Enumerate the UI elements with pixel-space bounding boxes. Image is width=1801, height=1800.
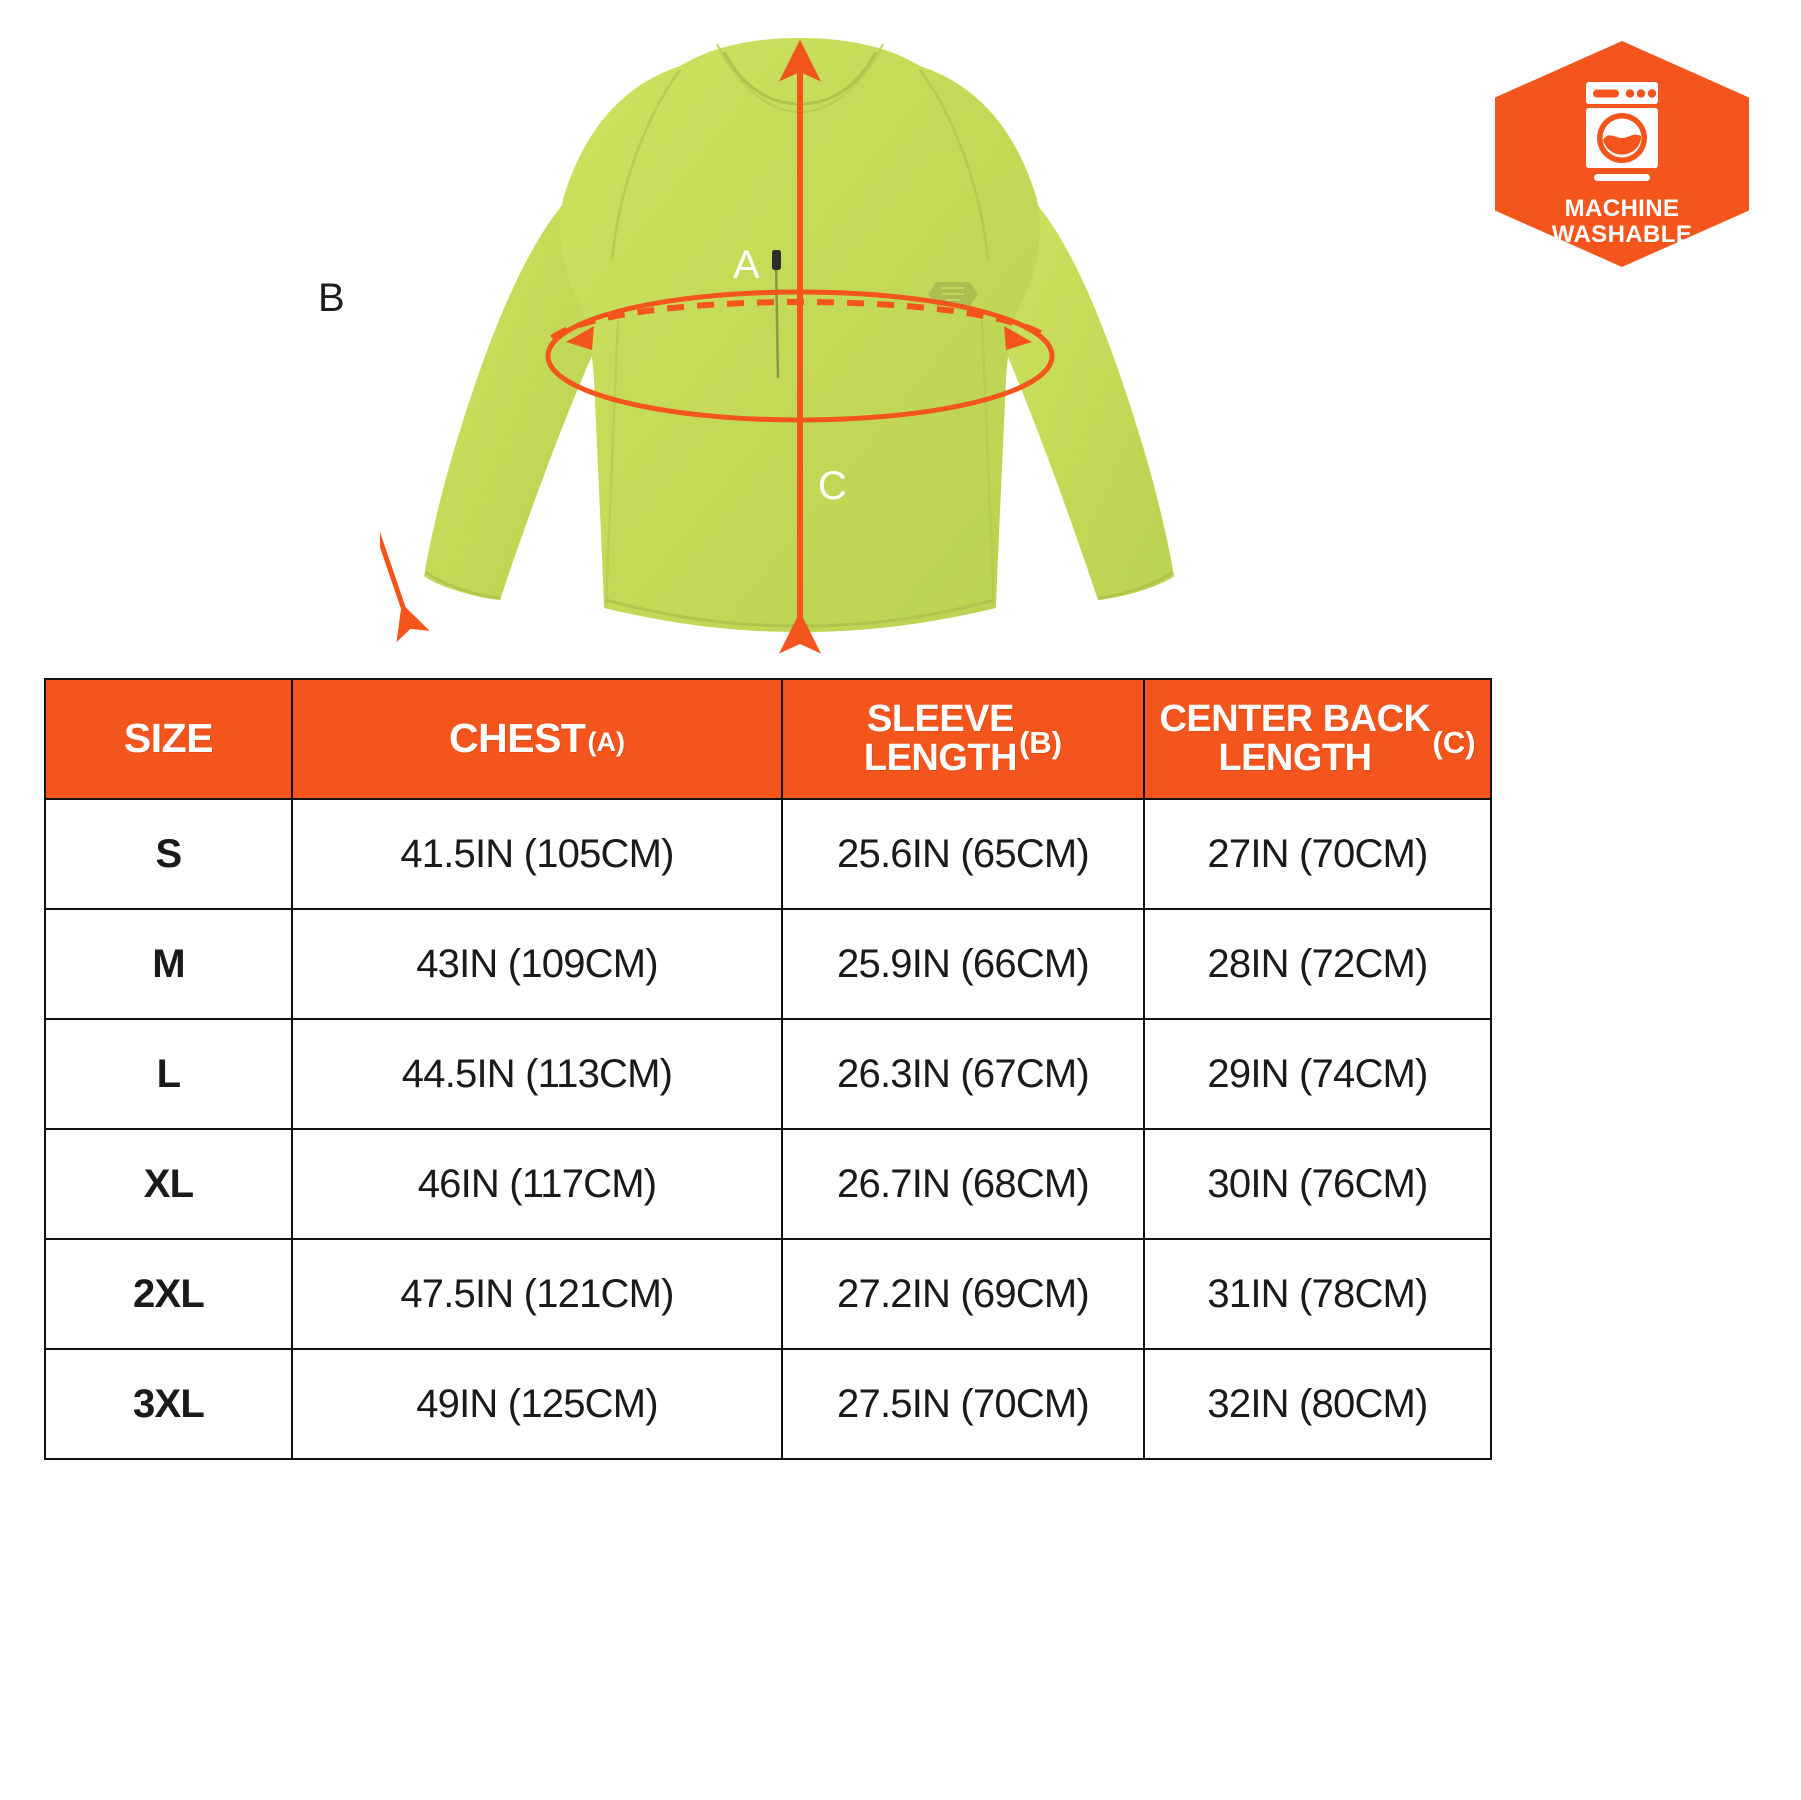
col-header-cbl-letter: (C) [1432, 725, 1476, 761]
badge-label: MACHINE WASHABLE [1482, 196, 1762, 247]
cell-chest: 44.5IN (113CM) [291, 1018, 783, 1130]
table-row: 3XL 49IN (125CM) 27.5IN (70CM) 32IN (80CM) [44, 1348, 1492, 1460]
table-row: M 43IN (109CM) 25.9IN (66CM) 28IN (72CM) [44, 908, 1492, 1020]
chest-zip-pocket [772, 250, 781, 379]
cell-sleeve: 25.9IN (66CM) [781, 908, 1145, 1020]
cell-cbl: 27IN (70CM) [1143, 798, 1492, 910]
col-header-chest-letter: (A) [587, 727, 625, 758]
cell-sleeve: 25.6IN (65CM) [781, 798, 1145, 910]
machine-washable-badge: MACHINE WASHABLE [1482, 28, 1762, 280]
cell-cbl: 28IN (72CM) [1143, 908, 1492, 1020]
col-header-sleeve-line1: SLEEVE [866, 698, 1014, 741]
table-row: L 44.5IN (113CM) 26.3IN (67CM) 29IN (74CM) [44, 1018, 1492, 1130]
cell-sleeve: 26.7IN (68CM) [781, 1128, 1145, 1240]
table-body: S 41.5IN (105CM) 25.6IN (65CM) 27IN (70CM) M… [44, 798, 1492, 1460]
col-header-sleeve-line2: LENGTH [863, 737, 1018, 779]
col-header-chest-text: CHEST [449, 715, 586, 762]
cell-chest: 43IN (109CM) [291, 908, 783, 1020]
cell-size: 2XL [44, 1238, 293, 1350]
measurement-diagram: B A C MACHINE WASHABLE [0, 0, 1801, 760]
col-header-sleeve-letter: (B) [1019, 725, 1063, 761]
cell-cbl: 32IN (80CM) [1143, 1348, 1492, 1460]
cell-cbl: 29IN (74CM) [1143, 1018, 1492, 1130]
badge-label-line2: WASHABLE [1551, 220, 1693, 248]
cell-sleeve: 27.5IN (70CM) [781, 1348, 1145, 1460]
cell-sleeve: 26.3IN (67CM) [781, 1018, 1145, 1130]
col-header-size: SIZE [44, 678, 293, 800]
cell-size: M [44, 908, 293, 1020]
washing-machine-icon [1586, 82, 1658, 181]
label-center-back-length-c: C [818, 464, 847, 508]
size-chart-table: SIZE CHEST (A) SLEEVE LENGTH ( [44, 678, 1492, 1460]
label-chest-a: A [733, 243, 760, 287]
col-header-size-text: SIZE [123, 715, 214, 762]
cell-size: 3XL [44, 1348, 293, 1460]
cell-cbl: 31IN (78CM) [1143, 1238, 1492, 1350]
table-row: XL 46IN (117CM) 26.7IN (68CM) 30IN (76CM) [44, 1128, 1492, 1240]
cell-chest: 47.5IN (121CM) [291, 1238, 783, 1350]
col-header-cbl-line2: LENGTH [1218, 737, 1372, 779]
cell-cbl: 30IN (76CM) [1143, 1128, 1492, 1240]
label-sleeve-length-b: B [318, 276, 345, 320]
table-row: S 41.5IN (105CM) 25.6IN (65CM) 27IN (70CM) [44, 798, 1492, 910]
table-header: SIZE CHEST (A) SLEEVE LENGTH ( [44, 678, 1492, 800]
col-header-cbl-line1: CENTER BACK [1159, 698, 1431, 741]
shirt-illustration [380, 38, 1174, 654]
cell-chest: 41.5IN (105CM) [291, 798, 783, 910]
chest-circumference-ellipse [545, 289, 1055, 423]
badge-label-line1: MACHINE [1564, 195, 1680, 222]
cell-size: XL [44, 1128, 293, 1240]
cell-chest: 46IN (117CM) [291, 1128, 783, 1240]
table-row: 2XL 47.5IN (121CM) 27.2IN (69CM) 31IN (78CM… [44, 1238, 1492, 1350]
size-chart-container: SIZE CHEST (A) SLEEVE LENGTH ( [44, 678, 1492, 1460]
sleeve-length-arrow [380, 105, 430, 643]
cell-size: L [44, 1018, 293, 1130]
cell-size: S [44, 798, 293, 910]
cell-sleeve: 27.2IN (69CM) [781, 1238, 1145, 1350]
col-header-sleeve-length: SLEEVE LENGTH (B) [781, 678, 1145, 800]
col-header-chest: CHEST (A) [291, 678, 783, 800]
table-header-row: SIZE CHEST (A) SLEEVE LENGTH ( [44, 678, 1492, 800]
col-header-center-back-length: CENTER BACK LENGTH (C) [1143, 678, 1492, 800]
cell-chest: 49IN (125CM) [291, 1348, 783, 1460]
